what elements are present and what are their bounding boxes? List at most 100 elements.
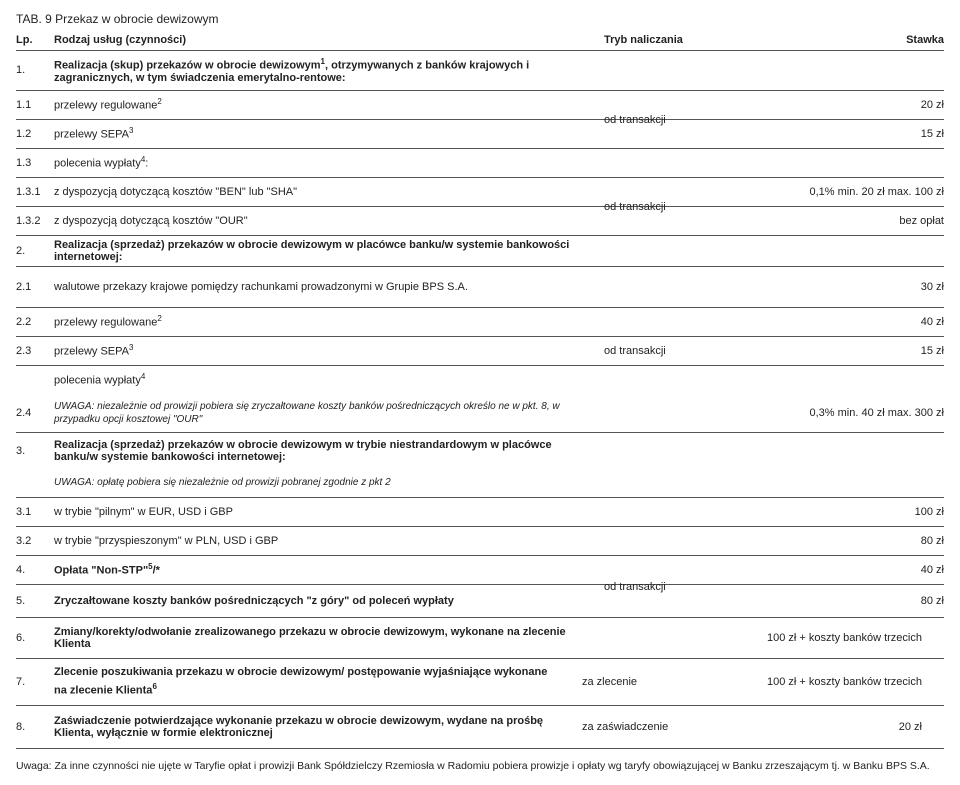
text: polecenia wypłaty (54, 158, 141, 170)
cell-desc: walutowe przekazy krajowe pomiędzy rachu… (54, 281, 604, 293)
cell-desc: Zaświadczenie potwierdzające wykonanie p… (54, 715, 582, 739)
row-3-note: UWAGA: opłatę pobiera się niezależnie od… (16, 469, 944, 498)
cell-desc-note: UWAGA: niezależnie od prowizji pobiera s… (54, 400, 604, 426)
row-4: 4. Opłata "Non-STP"5/* 40 zł (16, 556, 944, 585)
cell-lp: 1.1 (16, 99, 54, 111)
cell-lp: 2. (16, 245, 54, 257)
row-1-3: 1.3 polecenia wypłaty4: (16, 149, 944, 178)
text: Realizacja (skup) przekazów w obrocie de… (54, 60, 321, 72)
cell-desc: Zryczałtowane koszty banków pośrednicząc… (54, 595, 604, 607)
row-6: 6. Zmiany/korekty/odwołanie zrealizowane… (16, 618, 944, 659)
cell-lp: 2.2 (16, 316, 54, 328)
row-8: 8. Zaświadczenie potwierdzające wykonani… (16, 706, 944, 749)
row-1-2: 1.2 przelewy SEPA3 15 zł (16, 120, 944, 149)
row-5: 5. Zryczałtowane koszty banków pośrednic… (16, 585, 944, 618)
cell-lp: 1.3.1 (16, 186, 54, 198)
cell-desc: Zmiany/korekty/odwołanie zrealizowanego … (54, 626, 582, 650)
cell-lp: 2.3 (16, 345, 54, 357)
text: : (145, 158, 148, 170)
cell-desc: Realizacja (sprzedaż) przekazów w obroci… (54, 239, 604, 263)
cell-desc: Realizacja (sprzedaż) przekazów w obroci… (54, 439, 582, 463)
sup: 3 (129, 126, 133, 135)
footer-note: Uwaga: Za inne czynności nie ujęte w Tar… (16, 759, 944, 774)
cell-desc: Opłata "Non-STP"5/* (54, 562, 604, 577)
cell-tryb: za zlecenie (582, 676, 732, 688)
cell-desc: przelewy regulowane2 (54, 97, 604, 112)
text: Zlecenie poszukiwania przekazu w obrocie… (54, 666, 574, 678)
cell-fee: 20 zł (732, 721, 922, 733)
row-1-3-2: 1.3.2 z dyspozycją dotyczącą kosztów "OU… (16, 207, 944, 236)
row-2-4-title: polecenia wypłaty4 (16, 366, 944, 394)
cell-fee: 0,1% min. 20 zł max. 100 zł (754, 186, 944, 198)
cell-desc: przelewy regulowane2 (54, 314, 604, 329)
row-2: 2. Realizacja (sprzedaż) przekazów w obr… (16, 236, 944, 267)
cell-lp: 8. (16, 721, 54, 733)
cell-fee: 100 zł + koszty banków trzecich (732, 676, 922, 688)
cell-fee: 0,3% min. 40 zł max. 300 zł (754, 407, 944, 419)
text: przelewy regulowane (54, 100, 157, 112)
cell-fee: 40 zł (754, 316, 944, 328)
sup: 4 (141, 372, 145, 381)
sup: 2 (157, 314, 161, 323)
cell-desc: w trybie "przyspieszonym" w PLN, USD i G… (54, 535, 604, 547)
cell-desc: z dyspozycją dotyczącą kosztów "OUR" (54, 215, 604, 227)
row-2-4: 2.4 UWAGA: niezależnie od prowizji pobie… (16, 394, 944, 433)
cell-lp: 1. (16, 64, 54, 76)
cell-tryb: od transakcji (604, 345, 754, 357)
cell-desc: Zlecenie poszukiwania przekazu w obrocie… (54, 666, 582, 697)
cell-lp: 1.2 (16, 128, 54, 140)
cell-desc: przelewy SEPA3 (54, 343, 604, 358)
cell-lp: 1.3.2 (16, 215, 54, 227)
cell-lp: 3.1 (16, 506, 54, 518)
text: przelewy SEPA (54, 346, 129, 358)
cell-fee: 100 zł (754, 506, 944, 518)
cell-tryb: za zaświadczenie (582, 721, 732, 733)
table-title: TAB. 9 Przekaz w obrocie dewizowym (16, 12, 944, 26)
sup: 3 (129, 343, 133, 352)
row-1-1: 1.1 przelewy regulowane2 20 zł (16, 91, 944, 120)
text: Opłata "Non-STP" (54, 565, 148, 577)
cell-fee: bez opłat (754, 215, 944, 227)
cell-desc: polecenia wypłaty4: (54, 155, 604, 170)
row-3-2: 3.2 w trybie "przyspieszonym" w PLN, USD… (16, 527, 944, 556)
row-7: 7. Zlecenie poszukiwania przekazu w obro… (16, 659, 944, 706)
text: przelewy SEPA (54, 129, 129, 141)
cell-fee: 100 zł + koszty banków trzecich (732, 632, 922, 644)
cell-lp: 6. (16, 632, 54, 644)
sup: 2 (157, 97, 161, 106)
text: na zlecenie Klienta6 (54, 682, 574, 697)
text: na zlecenie Klienta (54, 685, 152, 697)
header-lp: Lp. (16, 34, 54, 46)
row-3: 3. Realizacja (sprzedaż) przekazów w obr… (16, 433, 944, 469)
cell-lp: 7. (16, 676, 54, 688)
cell-lp: 5. (16, 595, 54, 607)
header-desc: Rodzaj usług (czynności) (54, 34, 604, 46)
cell-fee: 40 zł (754, 564, 944, 576)
row-3-1: 3.1 w trybie "pilnym" w EUR, USD i GBP 1… (16, 498, 944, 527)
group-tryb: od transakcji (604, 91, 754, 149)
sup: 6 (152, 682, 156, 691)
cell-desc: z dyspozycją dotyczącą kosztów "BEN" lub… (54, 186, 604, 198)
row-2-3: 2.3 przelewy SEPA3 od transakcji 15 zł (16, 337, 944, 366)
cell-fee: 80 zł (754, 595, 944, 607)
group-1-3-x: od transakcji 1.3.1 z dyspozycją dotyczą… (16, 178, 944, 236)
table-header: Lp. Rodzaj usług (czynności) Tryb nalicz… (16, 32, 944, 51)
cell-desc: Realizacja (skup) przekazów w obrocie de… (54, 57, 604, 84)
cell-lp: 3. (16, 445, 54, 457)
group-4-5: od transakcji 4. Opłata "Non-STP"5/* 40 … (16, 556, 944, 618)
text: przelewy regulowane (54, 317, 157, 329)
cell-fee: 15 zł (754, 128, 944, 140)
cell-desc-note: UWAGA: opłatę pobiera się niezależnie od… (54, 476, 604, 489)
cell-fee: 15 zł (754, 345, 944, 357)
cell-desc: przelewy SEPA3 (54, 126, 604, 141)
cell-lp: 2.4 (16, 407, 54, 419)
text: polecenia wypłaty (54, 375, 141, 387)
cell-fee: 20 zł (754, 99, 944, 111)
cell-desc: polecenia wypłaty4 (54, 372, 604, 387)
cell-fee: 30 zł (754, 281, 944, 293)
cell-fee: 80 zł (754, 535, 944, 547)
cell-desc: w trybie "pilnym" w EUR, USD i GBP (54, 506, 604, 518)
text: /* (153, 565, 160, 577)
group-tryb: od transakcji (604, 178, 754, 236)
row-2-2: 2.2 przelewy regulowane2 40 zł (16, 308, 944, 337)
